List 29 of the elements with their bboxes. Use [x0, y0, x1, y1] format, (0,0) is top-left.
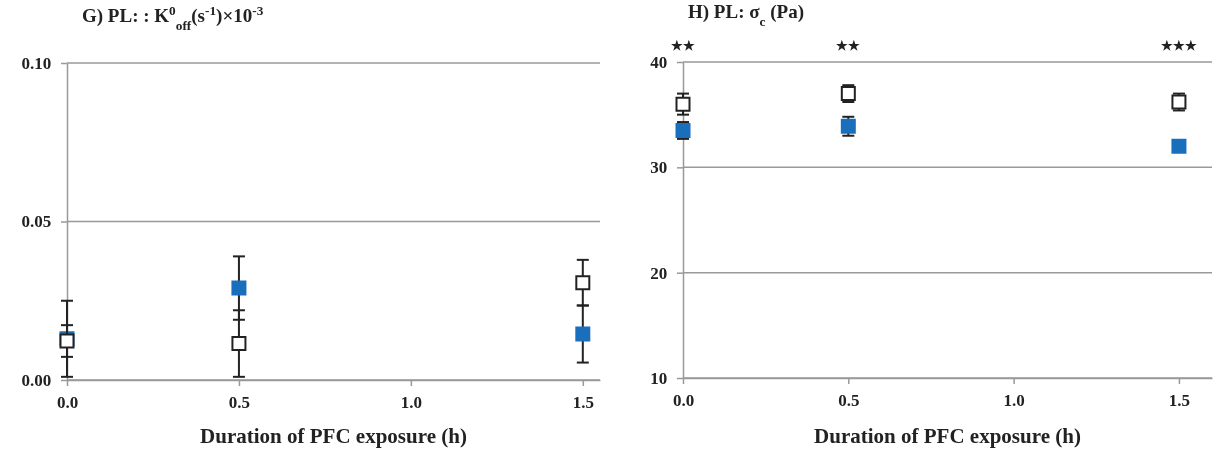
chart-title: G) PL: : K$^{0}$$_{off}$(s$^{-1}$)×10$^{-3}$ [82, 2, 264, 33]
point [231, 280, 247, 296]
x-tick-label: 1.0 [1003, 390, 1025, 410]
y-tick-label: 20 [650, 263, 668, 283]
x-axis-title: Duration of PFC exposure (h) [814, 424, 1081, 448]
text: ★★★ [1160, 38, 1197, 53]
y-tick-label: 0.00 [21, 370, 52, 390]
x-tick-label: 0.5 [838, 390, 860, 410]
x-axis-title: Duration of PFC exposure (h) [200, 424, 467, 448]
point [1171, 138, 1187, 154]
point [231, 336, 247, 352]
text: ★★ [671, 38, 695, 53]
x-tick-label: 1.0 [400, 392, 422, 412]
point [575, 275, 591, 291]
y-tick-label: 10 [650, 368, 668, 388]
text: ★★ [836, 38, 861, 53]
chart-title: H) PL: σ$_{c}$ (Pa) [688, 1, 804, 29]
y-tick-label: 40 [650, 52, 668, 72]
x-tick-label: 1.5 [572, 392, 594, 412]
x-tick-label: 0.0 [672, 390, 695, 410]
y-tick-label: 0.05 [21, 212, 52, 232]
point [675, 122, 691, 138]
x-tick-label: 1.5 [1168, 390, 1191, 410]
x-tick-label: 0.5 [228, 392, 251, 412]
y-tick-label: 0.10 [21, 53, 52, 73]
y-tick-label: 30 [650, 158, 668, 178]
x-tick-label: 0.0 [56, 392, 79, 412]
point [575, 326, 591, 342]
point [675, 96, 691, 112]
